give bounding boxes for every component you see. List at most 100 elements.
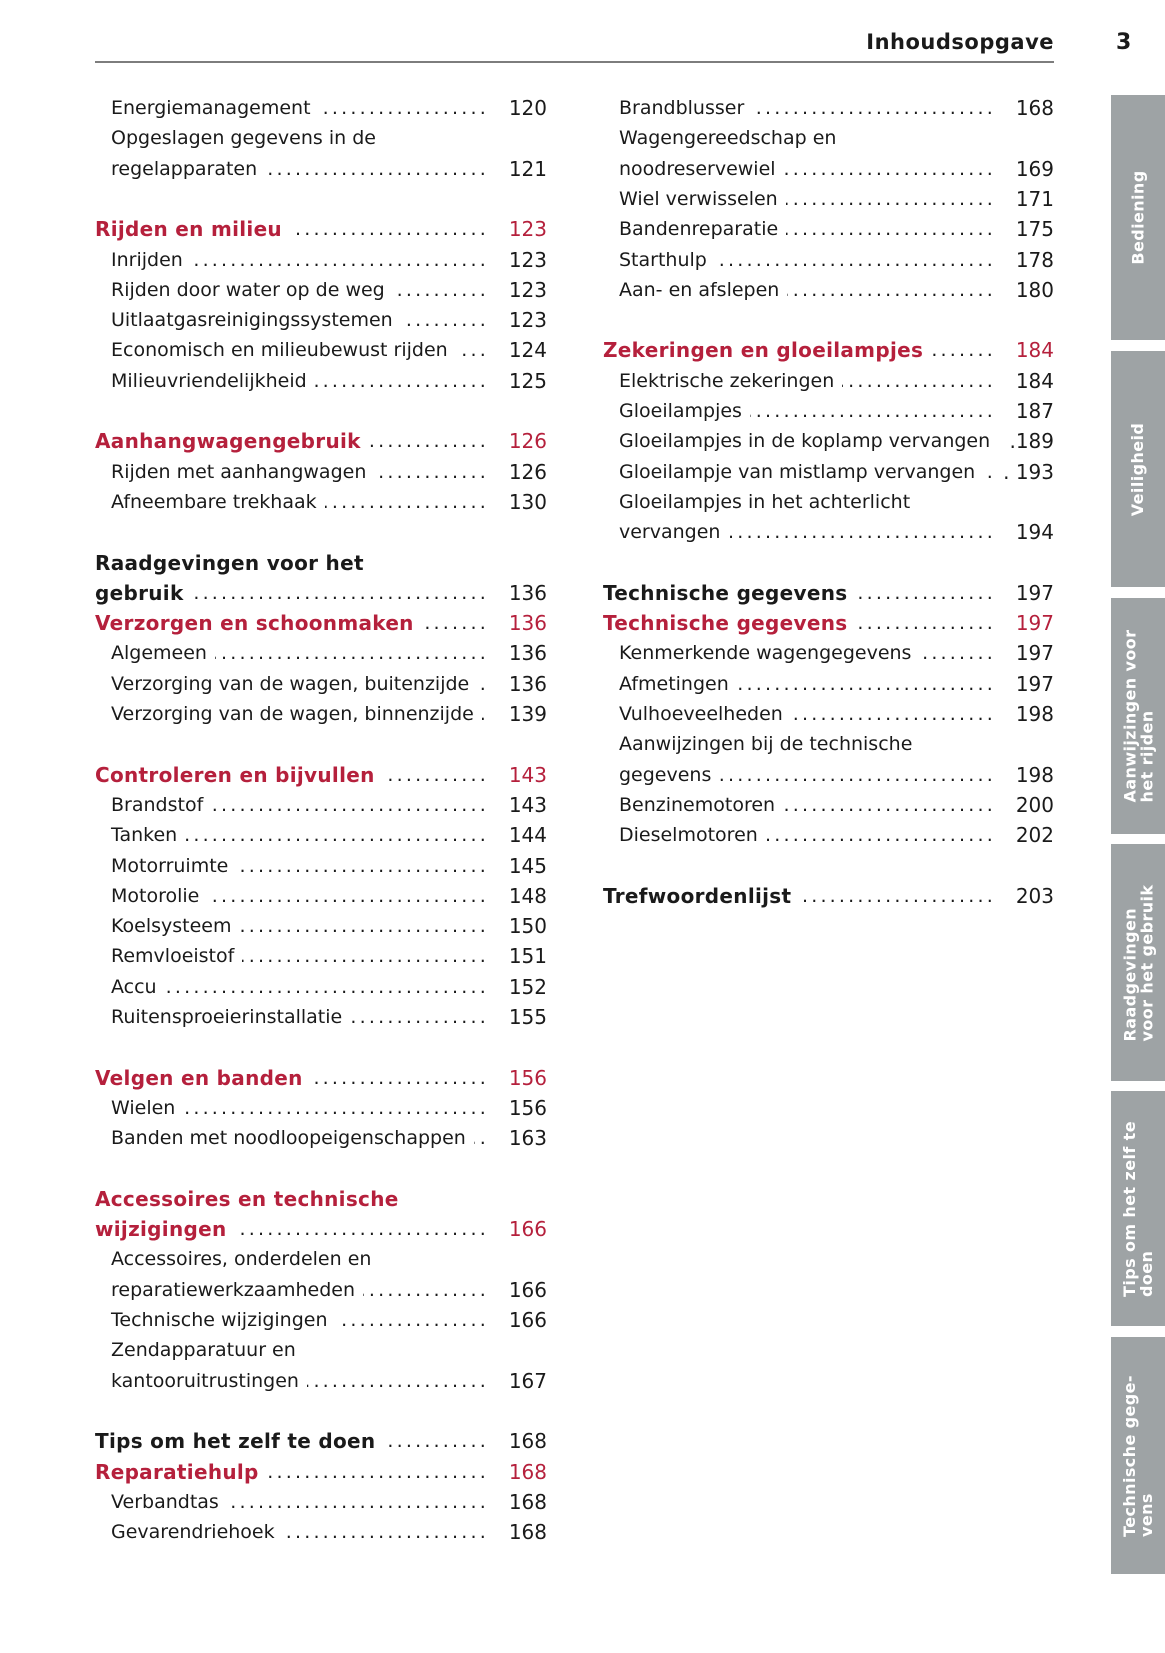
- toc-page-number: 151: [508, 944, 547, 969]
- dot-leader: ........................................…: [227, 1490, 489, 1513]
- toc-chapter-heading[interactable]: Aanhangwagengebruik.....................…: [95, 426, 547, 456]
- toc-entry-title: Trefwoordenlijst: [603, 883, 792, 908]
- toc-entry[interactable]: Economisch en milieubewust rijden.......…: [95, 335, 547, 365]
- toc-entry[interactable]: Kenmerkende wagengegevens...............…: [603, 638, 1054, 668]
- toc-entry[interactable]: Koelsysteem.............................…: [95, 911, 547, 941]
- dot-leader: ........................................…: [765, 824, 996, 847]
- toc-entry[interactable]: Gloeilampjes in de koplamp vervangen....…: [603, 426, 1054, 456]
- toc-chapter-heading[interactable]: Trefwoordenlijst........................…: [603, 881, 1054, 911]
- toc-entry[interactable]: Banden met noodloopeigenschappen........…: [95, 1123, 547, 1153]
- toc-page-number: .189: [1009, 429, 1054, 454]
- toc-entry[interactable]: Gloeilampje van mistlamp vervangen......…: [603, 457, 1054, 487]
- dot-leader: ........................................…: [752, 97, 996, 119]
- chapter-tab-label: Veiligheid: [1128, 422, 1148, 516]
- toc-page-number: 136: [508, 580, 547, 605]
- chapter-tab[interactable]: Veiligheid: [1111, 351, 1165, 587]
- toc-entry[interactable]: gegevens................................…: [603, 760, 1054, 790]
- toc-entry[interactable]: Brandblusser............................…: [603, 93, 1054, 123]
- toc-entry[interactable]: Rijden met aanhangwagen.................…: [95, 457, 547, 487]
- toc-entry-title: Technische gegevens: [603, 611, 848, 636]
- dot-leader: ........................................…: [383, 763, 489, 786]
- toc-entry[interactable]: Inrijden................................…: [95, 245, 547, 275]
- toc-page-number: 202: [1015, 823, 1054, 848]
- toc-entry[interactable]: Accu....................................…: [95, 972, 547, 1002]
- toc-entry[interactable]: Verzorging van de wagen, binnenzijde....…: [95, 699, 547, 729]
- toc-page-number: 198: [1015, 762, 1054, 787]
- toc-entry-title: Afmetingen: [619, 672, 729, 695]
- chapter-tab-label: Raadgevingen voor het gebruik: [1120, 884, 1156, 1041]
- toc-entry-title: Technische wijzigingen: [111, 1309, 328, 1331]
- toc-entry[interactable]: Gloeilampjes............................…: [603, 396, 1054, 426]
- toc-entry-title: Energiemanagement: [111, 97, 311, 119]
- toc-entry[interactable]: Uitlaatgasreinigingssystemen............…: [95, 305, 547, 335]
- toc-entry[interactable]: Gevarendriehoek.........................…: [95, 1517, 547, 1547]
- chapter-tab[interactable]: Tips om het zelf te doen: [1111, 1091, 1165, 1326]
- toc-entry[interactable]: regelapparaten..........................…: [95, 154, 547, 184]
- toc-page-number: 163: [508, 1126, 547, 1151]
- toc-entry[interactable]: Tanken..................................…: [95, 820, 547, 850]
- chapter-tab[interactable]: Aanwijzingen voor het rijden: [1111, 598, 1165, 834]
- toc-chapter-heading[interactable]: Controleren en bijvullen................…: [95, 760, 547, 790]
- toc-entry[interactable]: Elektrische zekeringen..................…: [603, 366, 1054, 396]
- toc-entry-title: wijzigingen: [95, 1217, 227, 1242]
- toc-chapter-heading[interactable]: gebruik.................................…: [95, 578, 547, 608]
- toc-page-number: 143: [508, 792, 547, 817]
- toc-entry[interactable]: vervangen...............................…: [603, 517, 1054, 547]
- toc-entry[interactable]: Aan- en afslepen........................…: [603, 275, 1054, 305]
- toc-entry[interactable]: Dieselmotoren...........................…: [603, 820, 1054, 850]
- toc-chapter-heading[interactable]: Reparatiehulp...........................…: [95, 1457, 547, 1487]
- toc-chapter-heading[interactable]: Tips om het zelf te doen................…: [95, 1426, 547, 1456]
- toc-entry[interactable]: Remvloeistof............................…: [95, 941, 547, 971]
- toc-entry[interactable]: Rijden door water op de weg.............…: [95, 275, 547, 305]
- toc-entry-title: gebruik: [95, 580, 184, 605]
- toc-page-number: 167: [508, 1368, 547, 1393]
- toc-entry-title: Aanwijzingen bij de technische: [619, 733, 913, 756]
- toc-entry[interactable]: Energiemanagement.......................…: [95, 93, 547, 123]
- toc-entry[interactable]: Motorolie...............................…: [95, 881, 547, 911]
- toc-entry[interactable]: reparatiewerkzaamheden..................…: [95, 1275, 547, 1305]
- dot-leader: ........................................…: [422, 612, 489, 635]
- dot-leader: ........................................…: [283, 1521, 489, 1544]
- toc-entry[interactable]: kantooruitrustingen.....................…: [95, 1366, 547, 1396]
- toc-entry[interactable]: Verbandtas..............................…: [95, 1487, 547, 1517]
- toc-entry[interactable]: Afneembare trekhaak.....................…: [95, 487, 547, 517]
- toc-entry-title: Gloeilampjes in het achterlicht: [619, 490, 911, 513]
- toc-chapter-heading[interactable]: wijzigingen.............................…: [95, 1214, 547, 1244]
- dot-leader: ........................................…: [236, 854, 489, 877]
- toc-entry[interactable]: Verzorging van de wagen, buitenzijde....…: [95, 669, 547, 699]
- toc-page-number: 166: [508, 1277, 547, 1302]
- toc-entry[interactable]: Wielen..................................…: [95, 1093, 547, 1123]
- dot-leader: ........................................…: [842, 369, 996, 392]
- toc-chapter-heading[interactable]: Velgen en banden........................…: [95, 1063, 547, 1093]
- toc-chapter-heading[interactable]: Rijden en milieu........................…: [95, 214, 547, 244]
- toc-entry[interactable]: Benzinemotoren..........................…: [603, 790, 1054, 820]
- toc-entry-title: Wielen: [111, 1096, 176, 1119]
- toc-entry-title: Aan- en afslepen: [619, 278, 780, 301]
- dot-leader: ........................................…: [314, 369, 489, 392]
- toc-entry[interactable]: noodreservewiel.........................…: [603, 154, 1054, 184]
- toc-page-number: 203: [1015, 883, 1054, 908]
- chapter-tab[interactable]: Technische gege- vens: [1111, 1337, 1165, 1574]
- toc-entry[interactable]: Wiel verwisselen........................…: [603, 184, 1054, 214]
- dot-leader: ........................................…: [456, 339, 489, 362]
- toc-page-number: . 193: [1003, 459, 1054, 484]
- toc-entry[interactable]: Milieuvriendelijkheid...................…: [95, 366, 547, 396]
- toc-entry[interactable]: Brandstof...............................…: [95, 790, 547, 820]
- toc-page-number: 184: [1015, 338, 1054, 363]
- toc-chapter-heading[interactable]: Verzorgen en schoonmaken................…: [95, 608, 547, 638]
- toc-chapter-heading[interactable]: Technische gegevens.....................…: [603, 608, 1054, 638]
- toc-entry[interactable]: Motorruimte.............................…: [95, 851, 547, 881]
- toc-entry[interactable]: Afmetingen..............................…: [603, 669, 1054, 699]
- toc-entry[interactable]: Vulhoeveelheden.........................…: [603, 699, 1054, 729]
- chapter-tab[interactable]: Bediening: [1111, 95, 1165, 340]
- toc-entry-title: Brandblusser: [619, 97, 745, 119]
- toc-chapter-heading[interactable]: Technische gegevens.....................…: [603, 578, 1054, 608]
- toc-entry[interactable]: Technische wijzigingen..................…: [95, 1305, 547, 1335]
- dot-leader: ........................................…: [400, 309, 489, 332]
- toc-entry[interactable]: Algemeen................................…: [95, 638, 547, 668]
- toc-chapter-heading[interactable]: Zekeringen en gloeilampjes..............…: [603, 335, 1054, 365]
- toc-entry[interactable]: Bandenreparatie.........................…: [603, 214, 1054, 244]
- chapter-tab[interactable]: Raadgevingen voor het gebruik: [1111, 844, 1165, 1081]
- toc-entry[interactable]: Ruitensproeierinstallatie...............…: [95, 1002, 547, 1032]
- toc-entry[interactable]: Starthulp...............................…: [603, 245, 1054, 275]
